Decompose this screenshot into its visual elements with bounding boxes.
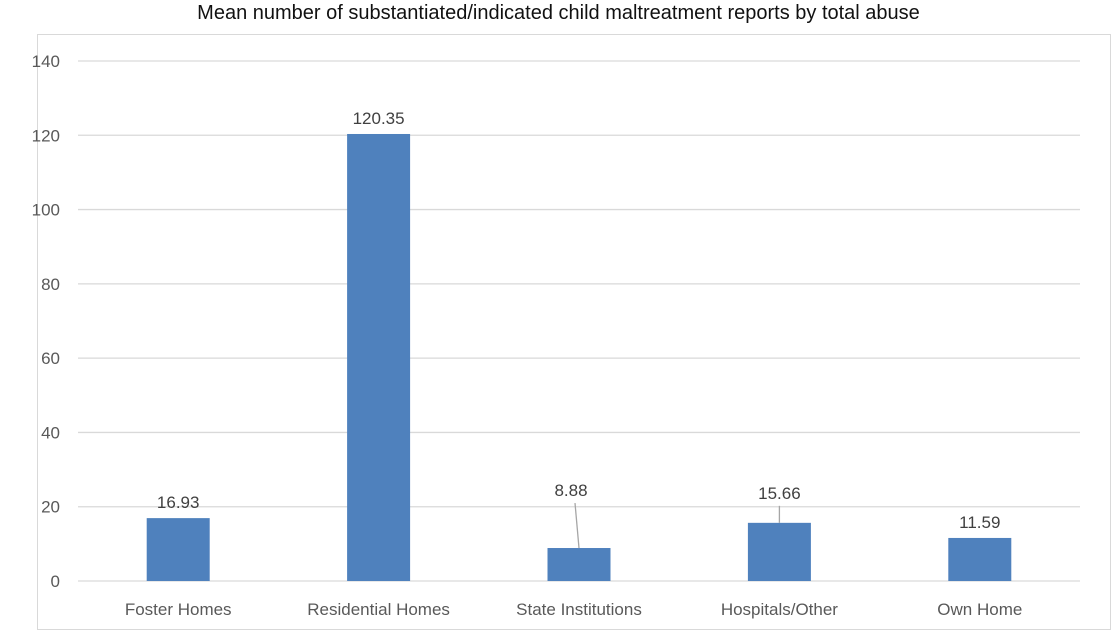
x-category-label: Own Home xyxy=(937,600,1022,619)
y-tick-label: 0 xyxy=(51,572,60,591)
bar xyxy=(948,537,1012,581)
x-category-label: State Institutions xyxy=(516,600,642,619)
y-tick-label: 20 xyxy=(41,498,60,517)
y-tick-label: 80 xyxy=(41,275,60,294)
x-category-label: Hospitals/Other xyxy=(721,600,838,619)
y-tick-label: 140 xyxy=(32,52,60,71)
y-tick-label: 60 xyxy=(41,349,60,368)
data-label: 8.88 xyxy=(554,481,587,500)
y-tick-label: 40 xyxy=(41,423,60,442)
data-label: 15.66 xyxy=(758,484,801,503)
data-label: 11.59 xyxy=(959,513,1000,532)
bar xyxy=(547,548,611,581)
data-label-leader-line xyxy=(574,502,580,549)
data-label: 120.35 xyxy=(353,109,405,128)
x-category-label: Foster Homes xyxy=(125,600,232,619)
bar xyxy=(347,133,411,581)
data-label: 16.93 xyxy=(157,493,200,512)
y-tick-label: 120 xyxy=(32,126,60,145)
y-tick-label: 100 xyxy=(32,201,60,220)
bar xyxy=(146,518,210,581)
chart-title: Mean number of substantiated/indicated c… xyxy=(197,2,920,24)
bar xyxy=(747,522,811,581)
x-category-label: Residential Homes xyxy=(307,600,450,619)
